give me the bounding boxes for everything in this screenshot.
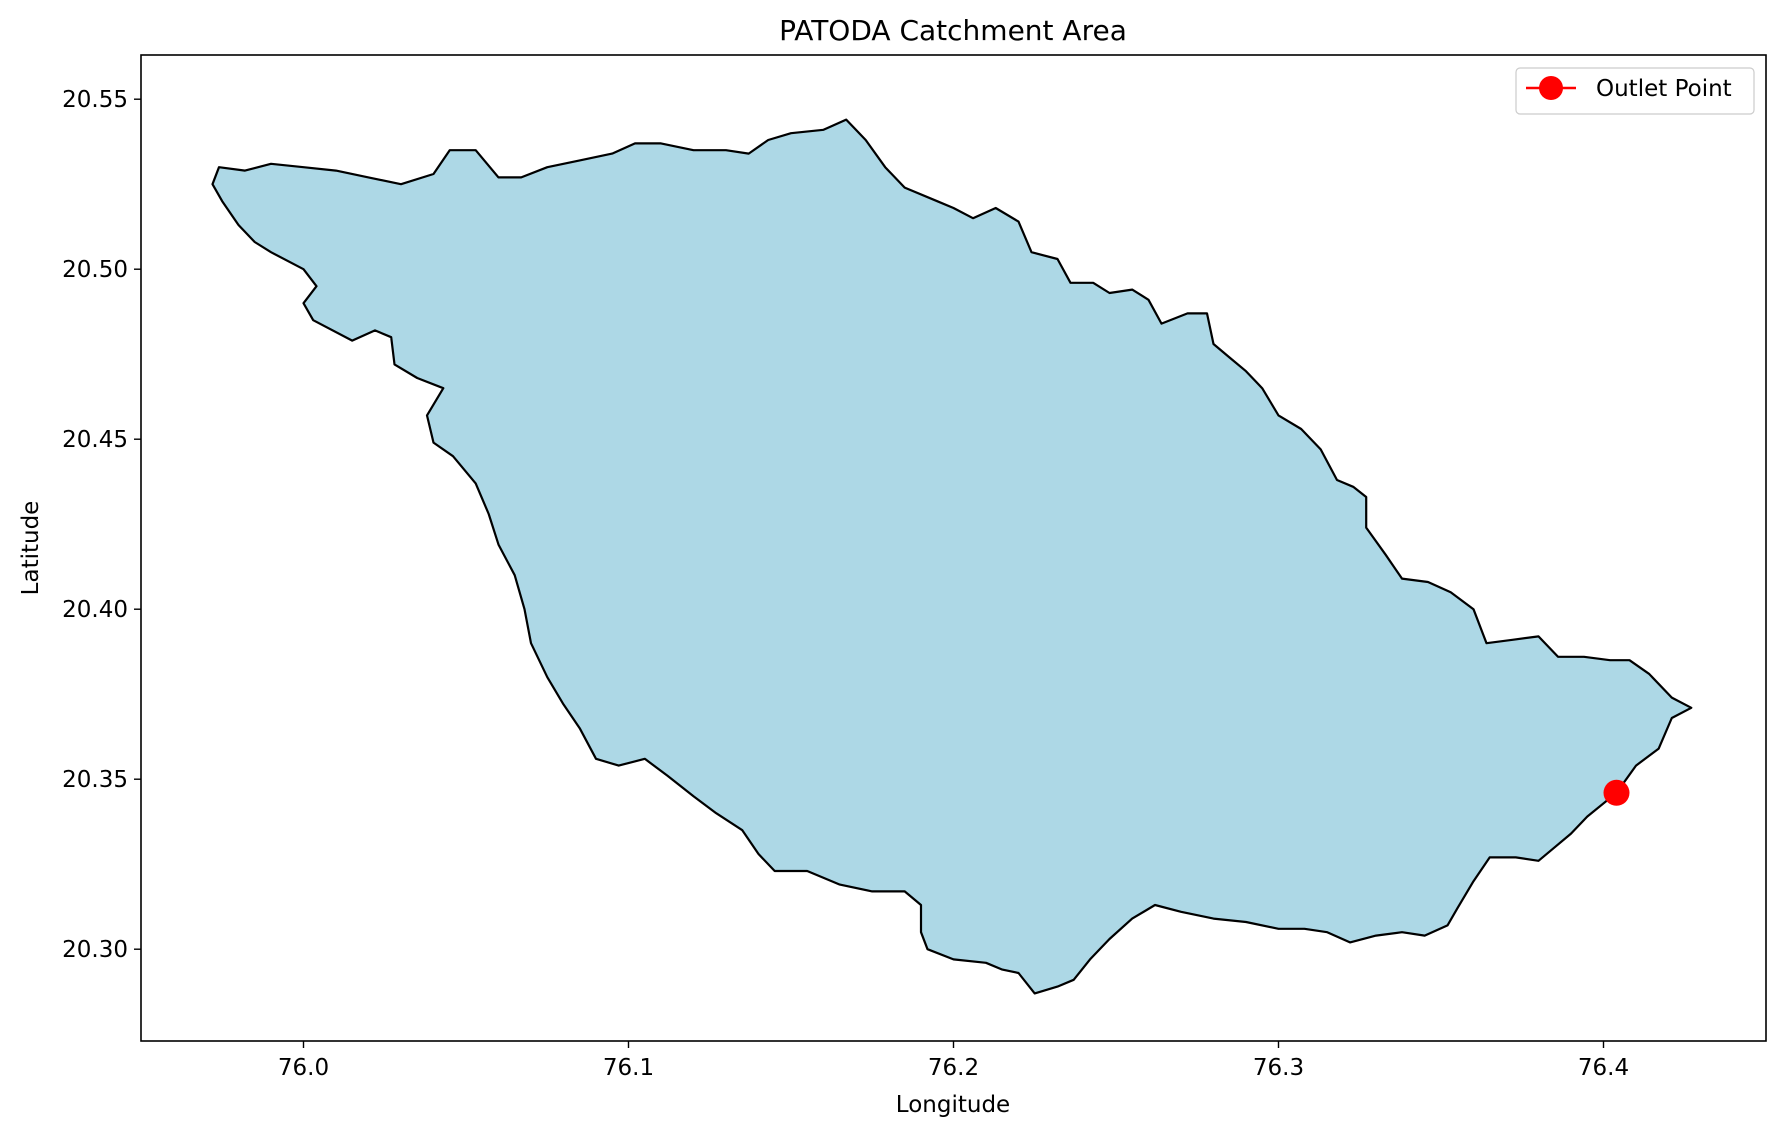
outlet-point-marker xyxy=(1603,779,1630,806)
y-tick-label: 20.35 xyxy=(62,767,128,793)
chart-title: PATODA Catchment Area xyxy=(779,14,1127,47)
x-tick-label: 76.4 xyxy=(1578,1055,1629,1081)
legend-outlet-marker xyxy=(1539,76,1563,100)
x-tick-label: 76.3 xyxy=(1253,1055,1304,1081)
legend: Outlet Point xyxy=(1515,67,1755,115)
y-axis: 20.30 20.35 20.40 20.45 20.50 20.55 xyxy=(62,87,141,963)
y-tick-label: 20.50 xyxy=(62,257,128,283)
y-tick-label: 20.40 xyxy=(62,597,128,623)
x-axis: 76.0 76.1 76.2 76.3 76.4 xyxy=(278,1041,1629,1081)
catchment-area-polygon xyxy=(211,118,1693,995)
legend-label-outlet-point: Outlet Point xyxy=(1596,76,1732,102)
y-tick-label: 20.45 xyxy=(62,427,128,453)
x-tick-label: 76.1 xyxy=(603,1055,654,1081)
plot-area xyxy=(211,118,1693,995)
y-axis-label: Latitude xyxy=(18,501,44,596)
y-tick-label: 20.30 xyxy=(62,937,128,963)
x-axis-label: Longitude xyxy=(896,1092,1010,1118)
legend-box xyxy=(1515,67,1755,115)
y-tick-label: 20.55 xyxy=(62,87,128,113)
x-tick-label: 76.2 xyxy=(928,1055,979,1081)
x-tick-label: 76.0 xyxy=(278,1055,329,1081)
